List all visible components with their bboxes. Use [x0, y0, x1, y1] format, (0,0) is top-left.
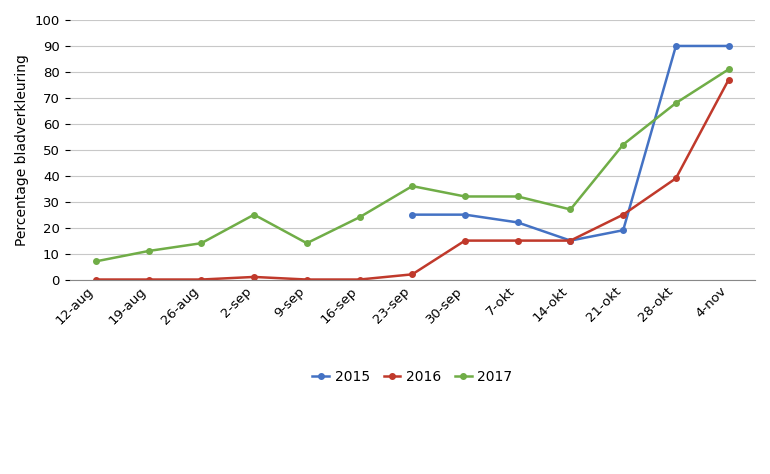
2015	[407, 212, 417, 218]
2016	[566, 238, 575, 244]
2016	[196, 277, 206, 283]
Legend: 2015, 2016, 2017: 2015, 2016, 2017	[306, 365, 517, 390]
2015	[618, 228, 628, 233]
2016	[355, 277, 364, 283]
2015	[671, 43, 681, 49]
2016	[513, 238, 522, 244]
2017	[355, 214, 364, 220]
Line: 2015: 2015	[410, 43, 732, 243]
2017	[618, 142, 628, 147]
2017	[460, 194, 470, 200]
2015	[460, 212, 470, 218]
2017	[671, 100, 681, 106]
2017	[724, 66, 733, 72]
2015	[724, 43, 733, 49]
2017	[302, 240, 311, 246]
2016	[618, 212, 628, 218]
Line: 2017: 2017	[93, 66, 731, 264]
2016	[249, 274, 259, 280]
2016	[144, 277, 153, 283]
2017	[407, 183, 417, 189]
2017	[566, 207, 575, 212]
2015	[513, 219, 522, 225]
Y-axis label: Percentage bladverkleuring: Percentage bladverkleuring	[15, 54, 29, 246]
2015	[566, 238, 575, 244]
2017	[144, 248, 153, 254]
2016	[724, 77, 733, 82]
2017	[196, 240, 206, 246]
2016	[407, 272, 417, 277]
Line: 2016: 2016	[93, 77, 731, 283]
2017	[92, 258, 101, 264]
2016	[302, 277, 311, 283]
2016	[92, 277, 101, 283]
2016	[671, 175, 681, 181]
2017	[513, 194, 522, 200]
2017	[249, 212, 259, 218]
2016	[460, 238, 470, 244]
